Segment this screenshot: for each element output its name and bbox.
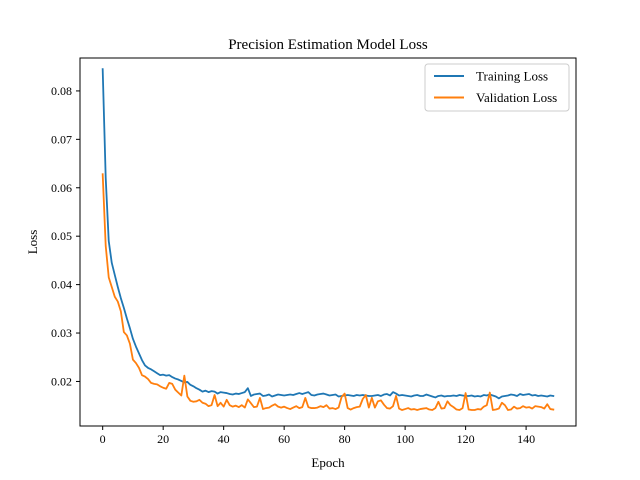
y-tick-label: 0.02	[51, 374, 72, 388]
x-tick-label: 60	[278, 432, 290, 446]
series-line-validation-loss	[101, 173, 555, 411]
series-layer	[101, 68, 555, 411]
plot-frame	[79, 57, 577, 427]
x-axis-ticks: 0 20 40 60 80 100 120 140	[100, 426, 535, 446]
y-tick-label: 0.03	[51, 326, 72, 340]
legend-label-training: Training Loss	[476, 69, 548, 84]
x-tick-label: 40	[218, 432, 230, 446]
x-axis-label: Epoch	[311, 455, 345, 470]
y-tick-label: 0.06	[51, 181, 72, 195]
x-tick-label: 0	[100, 432, 106, 446]
series-line-training-loss	[101, 68, 555, 400]
y-tick-label: 0.04	[51, 278, 72, 292]
legend: Training Loss Validation Loss	[424, 63, 570, 112]
y-axis-label: Loss	[25, 230, 40, 255]
x-tick-label: 80	[339, 432, 351, 446]
y-axis-ticks: 0.02 0.03 0.04 0.05 0.06 0.07 0.08	[51, 84, 80, 388]
x-tick-label: 20	[157, 432, 169, 446]
y-tick-label: 0.07	[51, 132, 72, 146]
x-tick-label: 100	[396, 432, 414, 446]
legend-label-validation: Validation Loss	[476, 90, 557, 105]
chart-title: Precision Estimation Model Loss	[228, 37, 428, 53]
y-tick-label: 0.05	[51, 229, 72, 243]
x-tick-label: 120	[457, 432, 475, 446]
x-tick-label: 140	[517, 432, 535, 446]
plot-area	[80, 58, 576, 426]
y-tick-label: 0.08	[51, 84, 72, 98]
